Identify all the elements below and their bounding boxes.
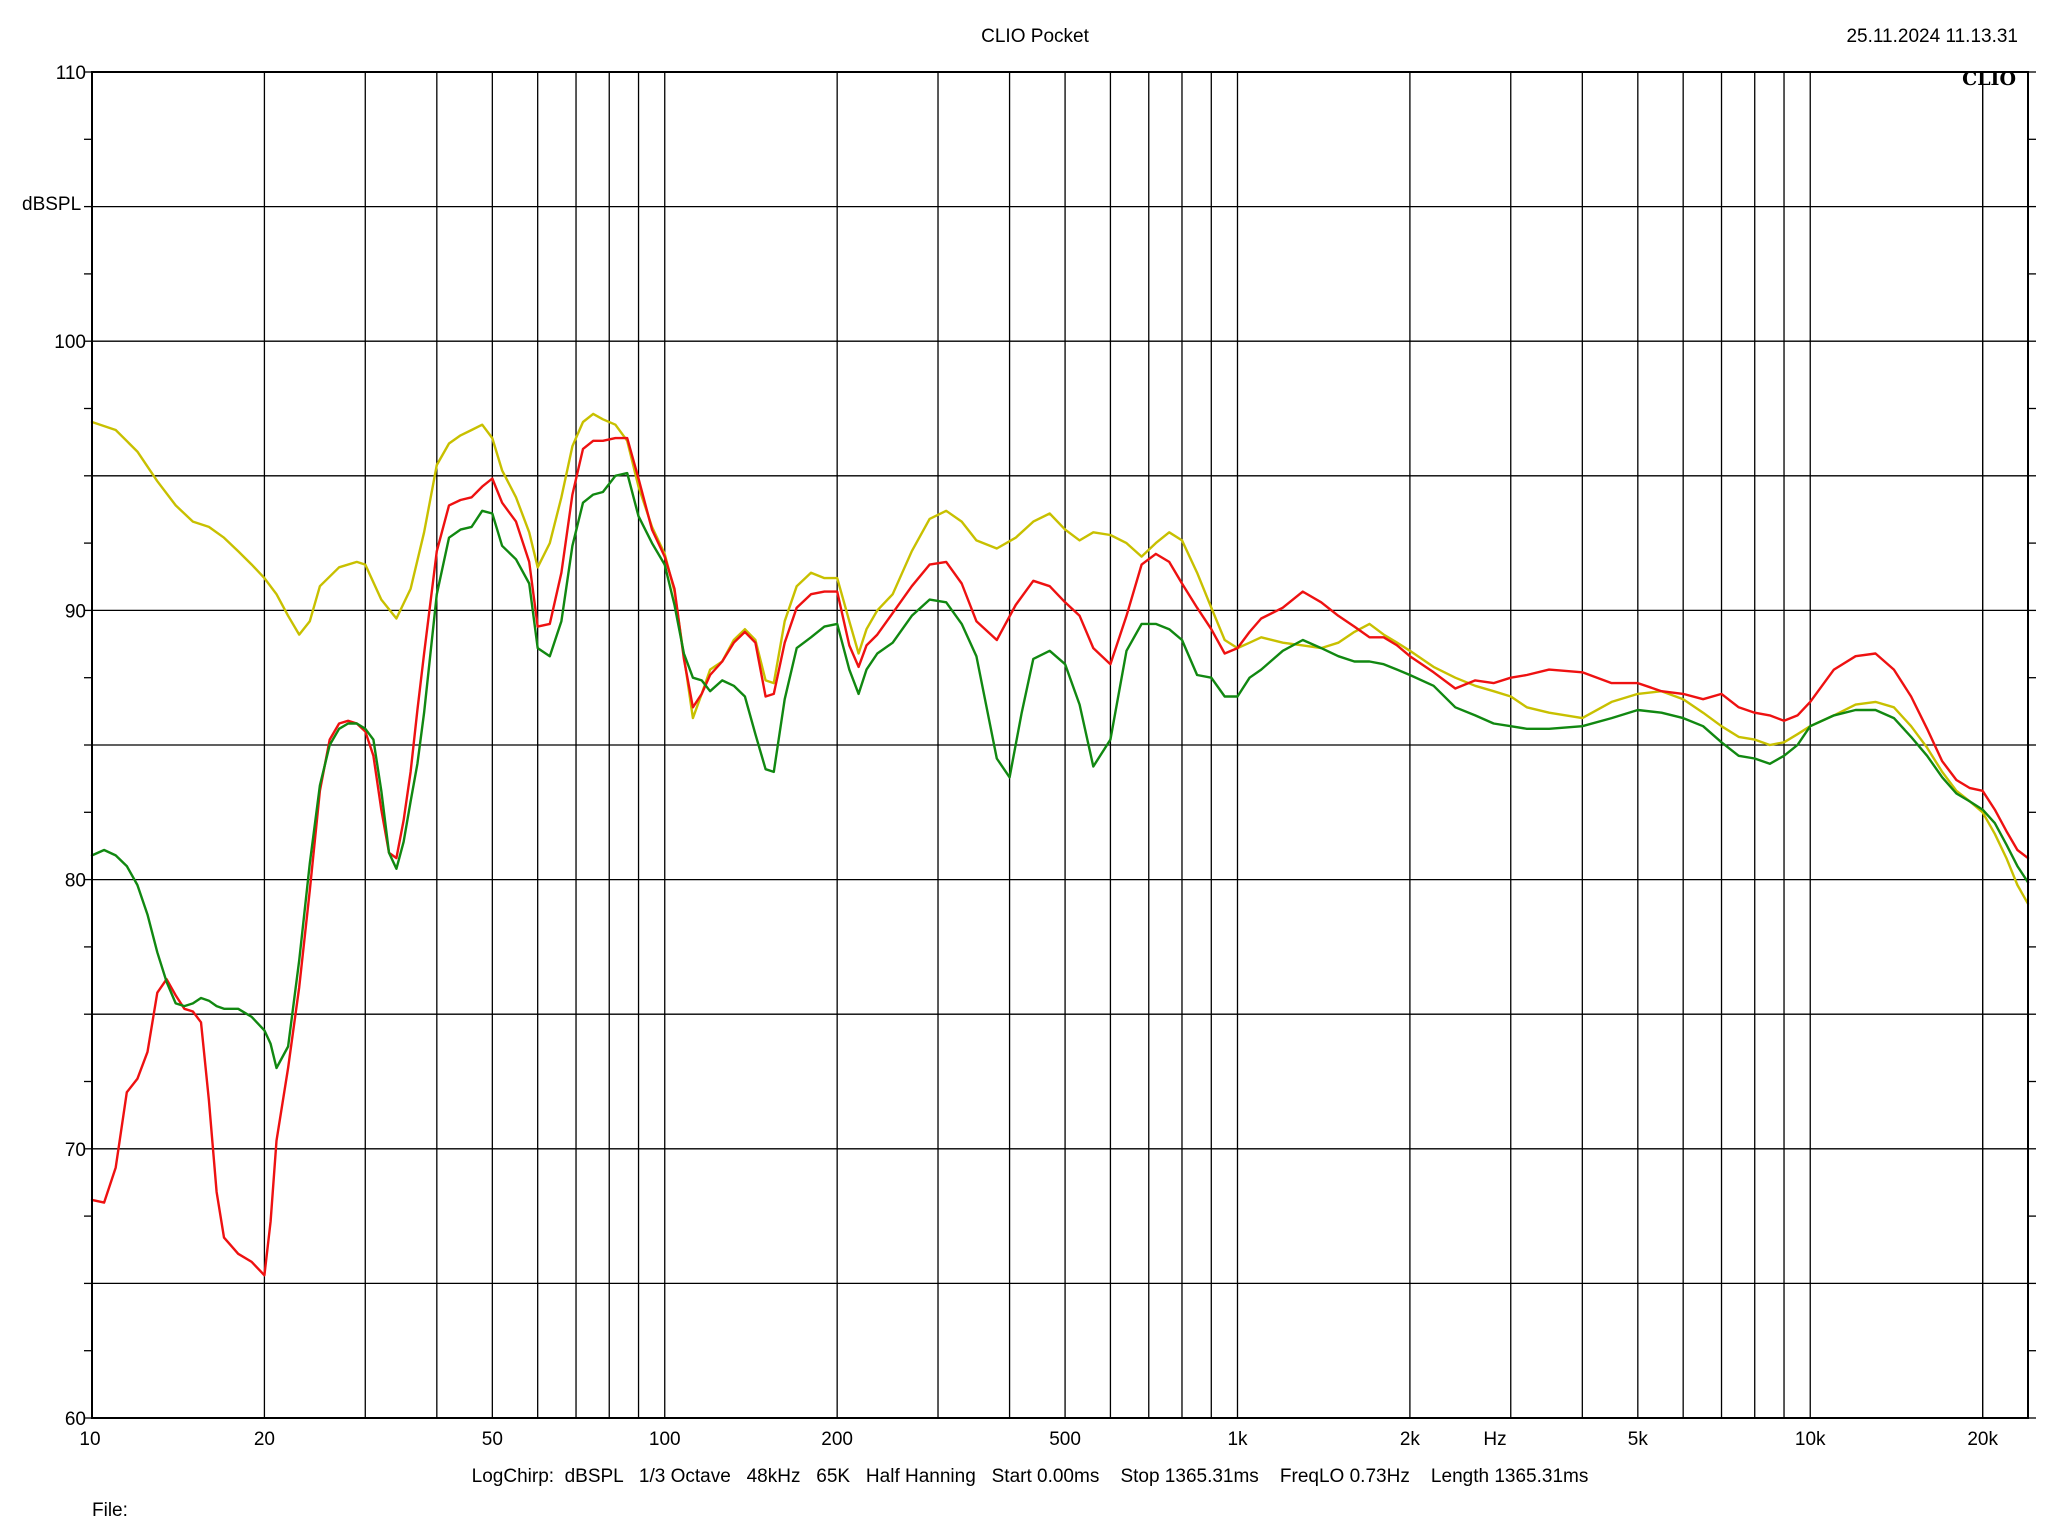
x-tick-label: 10 [79,1429,100,1450]
x-tick-label: 10k [1795,1429,1826,1450]
x-tick-label: 500 [1049,1429,1081,1450]
timestamp: 25.11.2024 11.13.31 [1846,26,2018,47]
series-lines [90,412,2030,1277]
series-line-1 [90,412,2030,905]
chart-title: CLIO Pocket [981,26,1089,47]
x-tick-label: 20 [254,1429,275,1450]
x-tick-label: 1k [1227,1429,1248,1450]
y-tick-label: 70 [65,1140,86,1161]
series-line-3 [90,471,2030,1070]
x-tick-label: 2k [1400,1429,1421,1450]
y-tick-label: 100 [54,332,86,353]
file-label: File: [92,1500,128,1521]
y-axis-label: dBSPL [22,194,81,215]
grid-lines [84,71,2036,1419]
y-tick-label: 60 [65,1409,86,1430]
x-tick-label: 20k [1967,1429,1998,1450]
x-tick-label: 200 [821,1429,853,1450]
measurement-settings: LogChirp: dBSPL 1/3 Octave 48kHz 65K Hal… [472,1466,1589,1487]
x-tick-label: 5k [1628,1429,1649,1450]
y-tick-label: 110 [56,63,86,84]
clio-logo: CLIO [1962,68,2016,90]
x-tick-label: 100 [649,1429,681,1450]
y-tick-label: 90 [65,601,86,622]
x-axis-label: Hz [1483,1429,1506,1450]
x-tick-label: 50 [482,1429,503,1450]
tick-labels: 60 70 80 90 100 110 10 20 50 100 200 500 1k 2k 5k 10k 20… [54,63,1998,1450]
plot-frame [91,71,2029,1419]
series-line-2 [90,436,2030,1277]
y-tick-label: 80 [65,871,86,892]
